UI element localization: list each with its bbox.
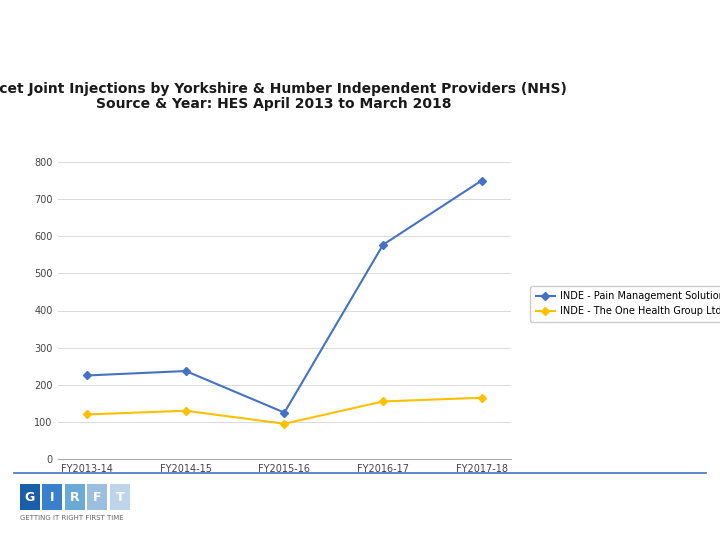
- Text: F: F: [93, 491, 102, 504]
- FancyBboxPatch shape: [20, 484, 40, 510]
- INDE - Pain Management Solutions: [477, 177, 486, 184]
- Text: G: G: [24, 491, 35, 504]
- FancyBboxPatch shape: [42, 484, 62, 510]
- INDE - Pain Management Solutions: [83, 372, 91, 379]
- Text: Facet Joint Injections by Yorkshire & Humber Independent Providers (NHS): Facet Joint Injections by Yorkshire & Hu…: [0, 82, 567, 96]
- INDE - Pain Management Solutions: [379, 241, 387, 248]
- INDE - The One Health Group Ltd: [477, 395, 486, 401]
- Text: Source & Year: HES April 2013 to March 2018: Source & Year: HES April 2013 to March 2…: [96, 97, 451, 111]
- INDE - The One Health Group Ltd: [280, 421, 289, 427]
- INDE - The One Health Group Ltd: [83, 411, 91, 418]
- Text: R: R: [70, 491, 79, 504]
- Text: GETTING IT RIGHT FIRST TIME: GETTING IT RIGHT FIRST TIME: [20, 515, 123, 521]
- FancyBboxPatch shape: [109, 484, 130, 510]
- FancyBboxPatch shape: [87, 484, 107, 510]
- Legend: INDE - Pain Management Solutions, INDE - The One Health Group Ltd: INDE - Pain Management Solutions, INDE -…: [530, 286, 720, 322]
- Text: NHS: NHS: [621, 46, 678, 70]
- INDE - The One Health Group Ltd: [181, 408, 190, 414]
- FancyBboxPatch shape: [65, 484, 85, 510]
- Text: I: I: [50, 491, 55, 504]
- INDE - Pain Management Solutions: [181, 368, 190, 374]
- Line: INDE - Pain Management Solutions: INDE - Pain Management Solutions: [84, 178, 485, 415]
- Text: T: T: [115, 491, 124, 504]
- INDE - The One Health Group Ltd: [379, 398, 387, 404]
- INDE - Pain Management Solutions: [280, 409, 289, 416]
- Line: INDE - The One Health Group Ltd: INDE - The One Health Group Ltd: [84, 395, 485, 427]
